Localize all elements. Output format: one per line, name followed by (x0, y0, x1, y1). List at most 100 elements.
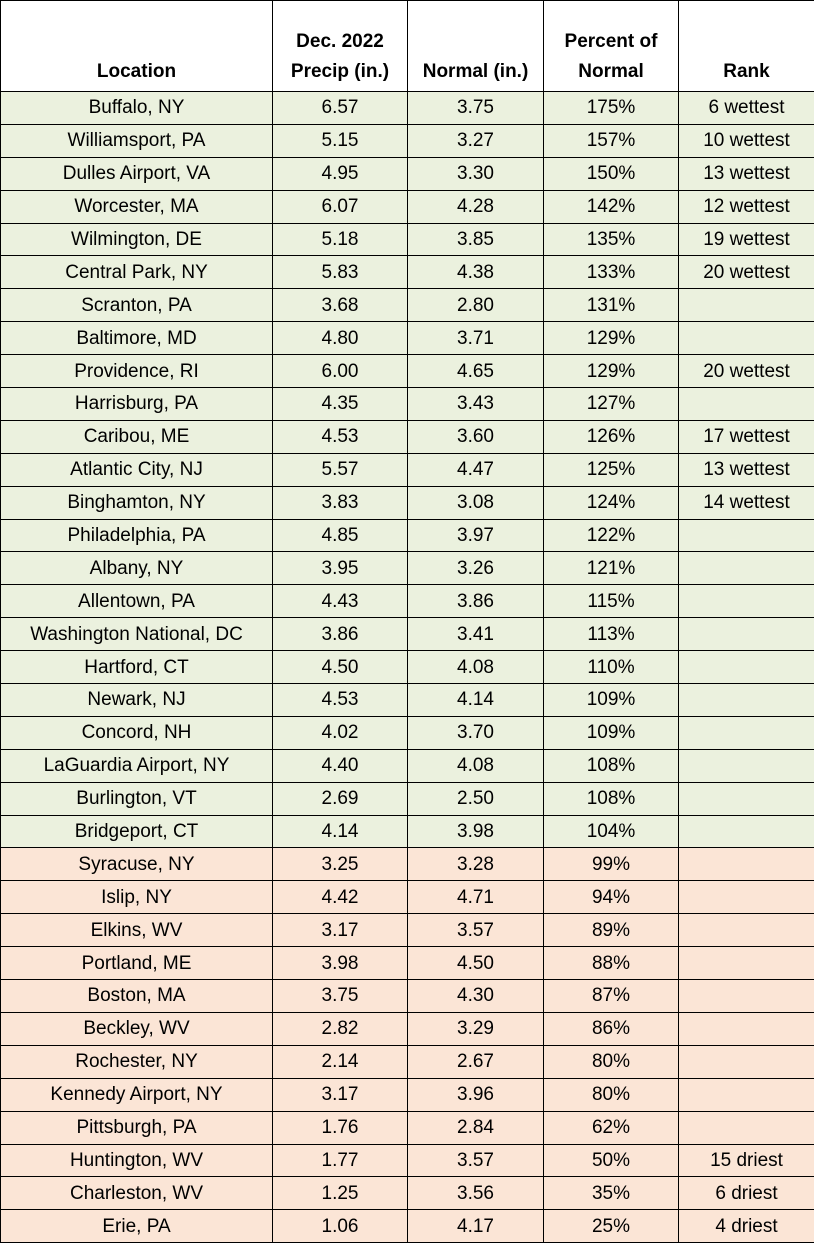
table-cell: Albany, NY (0, 551, 273, 586)
table-cell (678, 683, 814, 717)
table-cell: 3.57 (407, 1143, 544, 1178)
table-cell: 2.84 (407, 1110, 544, 1145)
table-cell: 3.96 (407, 1077, 544, 1112)
table-cell: 142% (543, 189, 679, 224)
table-row: LaGuardia Airport, NY 4.40 4.08 108% (0, 748, 814, 783)
table-cell: Allentown, PA (0, 584, 273, 619)
table-cell (678, 551, 814, 586)
table-cell: 129% (543, 354, 679, 389)
table-cell: 1.77 (272, 1143, 408, 1178)
table-cell: 3.60 (407, 419, 544, 454)
table-cell: Elkins, WV (0, 913, 273, 948)
table-cell: 13 wettest (678, 156, 814, 191)
table-cell: 125% (543, 452, 679, 487)
table-cell: 3.41 (407, 617, 544, 652)
table-cell: 4.53 (272, 683, 408, 717)
table-cell: 4.30 (407, 979, 544, 1013)
table-cell: Charleston, WV (0, 1176, 273, 1211)
table-cell: Kennedy Airport, NY (0, 1077, 273, 1112)
table-row: Elkins, WV 3.17 3.57 89% (0, 913, 814, 948)
table-cell: 3.25 (272, 847, 408, 882)
table-cell: 15 driest (678, 1143, 814, 1178)
table-cell: 62% (543, 1110, 679, 1145)
table-cell: 3.75 (272, 979, 408, 1013)
table-cell: 157% (543, 123, 679, 158)
table-cell: 4.65 (407, 354, 544, 389)
table-row: Charleston, WV 1.25 3.56 35% 6 driest (0, 1176, 814, 1211)
table-cell: Burlington, VT (0, 781, 273, 816)
table-row: Wilmington, DE 5.18 3.85 135% 19 wettest (0, 222, 814, 257)
table-cell: 5.15 (272, 123, 408, 158)
table-cell (678, 814, 814, 849)
table-cell: 131% (543, 288, 679, 323)
table-cell: 3.27 (407, 123, 544, 158)
table-cell: 3.83 (272, 485, 408, 520)
table-cell: 2.80 (407, 288, 544, 323)
table-cell: 3.70 (407, 715, 544, 750)
table-cell: 20 wettest (678, 255, 814, 290)
table-cell: 94% (543, 880, 679, 915)
table-cell: Newark, NJ (0, 683, 273, 717)
table-cell (678, 1110, 814, 1145)
table-cell: 4.95 (272, 156, 408, 191)
table-cell: Providence, RI (0, 354, 273, 389)
table-cell: 1.76 (272, 1110, 408, 1145)
table-cell: 6 driest (678, 1176, 814, 1211)
table-row: Central Park, NY 5.83 4.38 133% 20 wettest (0, 255, 814, 290)
table-row: Atlantic City, NJ 5.57 4.47 125% 13 wettest (0, 452, 814, 487)
table-row: Newark, NJ 4.53 4.14 109% (0, 683, 814, 717)
table-cell: 6.00 (272, 354, 408, 389)
table-row: Syracuse, NY 3.25 3.28 99% (0, 847, 814, 882)
table-cell: Erie, PA (0, 1209, 273, 1244)
table-cell: 108% (543, 748, 679, 783)
table-header: Location Dec. 2022 Precip (in.) Normal (in.… (0, 0, 814, 92)
table-cell: 19 wettest (678, 222, 814, 257)
table-cell (678, 617, 814, 652)
table-row: Islip, NY 4.42 4.71 94% (0, 880, 814, 915)
table-cell: 3.75 (407, 91, 544, 125)
table-cell (678, 650, 814, 685)
table-cell: 17 wettest (678, 419, 814, 454)
table-cell: 3.95 (272, 551, 408, 586)
table-cell: 4.28 (407, 189, 544, 224)
table-cell: 135% (543, 222, 679, 257)
table-cell: 108% (543, 781, 679, 816)
table-cell (678, 1044, 814, 1079)
table-cell: 5.57 (272, 452, 408, 487)
table-cell: 4.08 (407, 650, 544, 685)
table-cell: 3.43 (407, 387, 544, 421)
table-cell: 129% (543, 321, 679, 356)
table-row: Boston, MA 3.75 4.30 87% (0, 979, 814, 1013)
table-cell: 124% (543, 485, 679, 520)
table-cell (678, 321, 814, 356)
table-cell: Philadelphia, PA (0, 518, 273, 553)
table-cell: 109% (543, 715, 679, 750)
table-cell: Islip, NY (0, 880, 273, 915)
table-cell: Worcester, MA (0, 189, 273, 224)
header-line: Location (96, 61, 177, 82)
table-row: Worcester, MA 6.07 4.28 142% 12 wettest (0, 189, 814, 224)
table-row: Providence, RI 6.00 4.65 129% 20 wettest (0, 354, 814, 389)
table-cell: 4.14 (407, 683, 544, 717)
table-row: Hartford, CT 4.50 4.08 110% (0, 650, 814, 685)
table-cell: 109% (543, 683, 679, 717)
table-cell (678, 979, 814, 1013)
table-cell: 122% (543, 518, 679, 553)
table-cell: 4.53 (272, 419, 408, 454)
table-cell: 126% (543, 419, 679, 454)
header-line: Dec. 2022 (296, 31, 384, 52)
column-header: Rank (678, 0, 814, 92)
table-cell: Concord, NH (0, 715, 273, 750)
table-cell: Caribou, ME (0, 419, 273, 454)
table-cell: 113% (543, 617, 679, 652)
table-row: Philadelphia, PA 4.85 3.97 122% (0, 518, 814, 553)
table-cell: Scranton, PA (0, 288, 273, 323)
table-row: Allentown, PA 4.43 3.86 115% (0, 584, 814, 619)
table-cell: 1.25 (272, 1176, 408, 1211)
table-cell: Pittsburgh, PA (0, 1110, 273, 1145)
table-cell: Harrisburg, PA (0, 387, 273, 421)
table-cell: Washington National, DC (0, 617, 273, 652)
table-cell: 1.06 (272, 1209, 408, 1244)
header-row: Location Dec. 2022 Precip (in.) Normal (in.… (0, 0, 814, 92)
